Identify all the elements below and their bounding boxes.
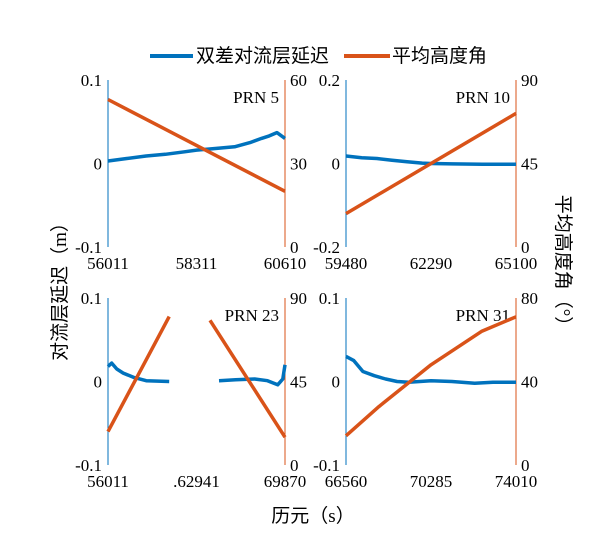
- x-tick-label: 65100: [495, 254, 538, 273]
- subplot-title: PRN 5: [233, 88, 279, 107]
- left-y-tick-label: -0.2: [313, 238, 340, 257]
- subplot-prn5: 56011 58311 60610 0.1 0 -0.1 60 30 0 PRN 5: [75, 71, 307, 273]
- left-y-tick-label: 0: [94, 373, 103, 392]
- left-y-tick-label: 0: [94, 155, 103, 174]
- right-y-tick-label: 90: [290, 289, 307, 308]
- subplot-prn23: 56011 .62941 69870 0.1 0 -0.1 90 45 0 PRN 23: [75, 289, 307, 491]
- subplot-prn10: 59480 62290 65100 0.2 0 -0.2 90 45 0 PRN 10: [313, 71, 538, 273]
- right-y-axis-label: 平均高度角（°）: [552, 195, 574, 336]
- x-tick-label: 58311: [176, 254, 218, 273]
- x-tick-label: 74010: [495, 472, 538, 491]
- series-line-elevation: [106, 315, 287, 439]
- x-tick-label: 69870: [264, 472, 307, 491]
- x-tick-label: 56011: [87, 472, 129, 491]
- right-y-tick-label: 45: [290, 373, 307, 392]
- subplot-prn31: 66560 70285 74010 0.1 0 -0.1 80 40 0 PRN 31: [313, 289, 538, 491]
- subplot-title: PRN 10: [456, 88, 510, 107]
- left-y-tick-label: 0.1: [319, 289, 340, 308]
- right-y-tick-label: 45: [521, 155, 538, 174]
- series-line-delay: [345, 354, 516, 385]
- left-y-axis-label: 对流层延迟（m）: [49, 213, 71, 361]
- right-y-tick-label: 0: [521, 456, 530, 475]
- series-line-delay: [107, 130, 287, 163]
- left-y-tick-label: 0: [332, 155, 341, 174]
- x-tick-label: 70285: [410, 472, 453, 491]
- x-tick-label: 60610: [264, 254, 307, 273]
- legend-label-right-series: 平均高度角: [392, 45, 487, 67]
- series-line-elevation: [107, 97, 286, 193]
- legend: 双差对流层延迟 平均高度角: [150, 45, 487, 67]
- left-y-tick-label: 0.1: [81, 289, 102, 308]
- x-tick-label: 56011: [87, 254, 129, 273]
- subplot-title: PRN 31: [456, 306, 510, 325]
- left-y-tick-label: 0.2: [319, 71, 340, 90]
- right-y-tick-label: 80: [521, 289, 538, 308]
- right-y-tick-label: 30: [290, 155, 307, 174]
- right-y-tick-label: 40: [521, 373, 538, 392]
- left-y-tick-label: -0.1: [313, 456, 340, 475]
- x-tick-label: 66560: [325, 472, 368, 491]
- right-y-tick-label: 0: [290, 238, 299, 257]
- right-y-tick-label: 90: [521, 71, 538, 90]
- series-line-elevation: [345, 111, 517, 216]
- x-axis-label: 历元（s）: [271, 505, 354, 527]
- left-y-tick-label: -0.1: [75, 456, 102, 475]
- x-tick-label: 59480: [325, 254, 368, 273]
- left-y-tick-label: 0: [332, 373, 341, 392]
- series-line-delay: [345, 154, 516, 167]
- right-y-tick-label: 0: [290, 456, 299, 475]
- left-y-tick-label: -0.1: [75, 238, 102, 257]
- right-y-tick-label: 60: [290, 71, 307, 90]
- series-line-delay: [106, 361, 287, 387]
- right-y-tick-label: 0: [521, 238, 530, 257]
- legend-label-left-series: 双差对流层延迟: [196, 45, 329, 67]
- left-y-tick-label: 0.1: [81, 71, 102, 90]
- subplot-title: PRN 23: [225, 306, 279, 325]
- x-tick-label: 62290: [410, 254, 453, 273]
- series-line-elevation: [344, 315, 517, 438]
- x-tick-label: .62941: [173, 472, 220, 491]
